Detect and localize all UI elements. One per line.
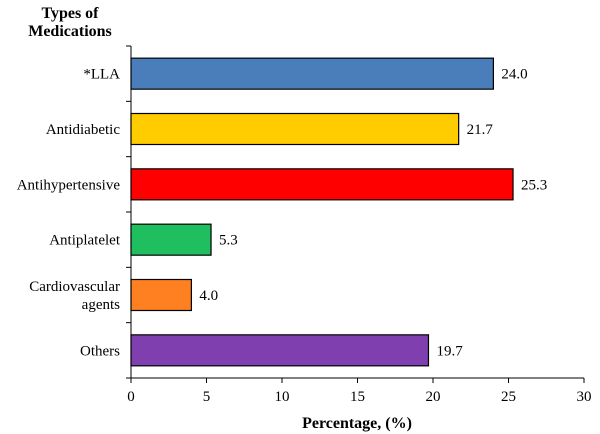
x-tick-label: 10 — [275, 389, 290, 405]
x-tick-label: 15 — [350, 389, 365, 405]
category-label: Antidiabetic — [46, 122, 120, 138]
x-tick-label: 30 — [577, 389, 592, 405]
category-label: agents — [82, 297, 120, 313]
plot-area: 0 5 10 15 20 25 30 24.0 *LLA 21.7 Antidiabetic 25.3… — [17, 45, 592, 405]
bar — [130, 57, 494, 90]
bar — [130, 334, 430, 367]
x-tick-label: 0 — [127, 389, 135, 405]
x-axis-title: Percentage, (%) — [302, 415, 412, 432]
bar — [130, 168, 514, 201]
category-label: Antiplatelet — [49, 233, 121, 249]
category-label: Others — [80, 343, 120, 359]
category-label: *LLA — [83, 67, 120, 83]
x-tick-label: 5 — [203, 389, 211, 405]
data-label: 5.3 — [219, 233, 238, 249]
category-label: Antihypertensive — [17, 177, 121, 193]
category-label: Cardiovascular — [29, 279, 120, 295]
data-label: 21.7 — [467, 122, 494, 138]
data-label: 19.7 — [436, 343, 463, 359]
x-tick-label: 20 — [426, 389, 441, 405]
data-label: 24.0 — [501, 67, 527, 83]
y-axis-title-line-2: Medications — [28, 23, 112, 40]
y-axis-title-line-1: Types of — [41, 5, 99, 22]
bar — [130, 223, 212, 256]
data-label: 4.0 — [199, 288, 218, 304]
bar — [130, 112, 460, 146]
data-label: 25.3 — [521, 177, 547, 193]
bar — [130, 278, 193, 312]
x-tick-label: 25 — [501, 389, 516, 405]
